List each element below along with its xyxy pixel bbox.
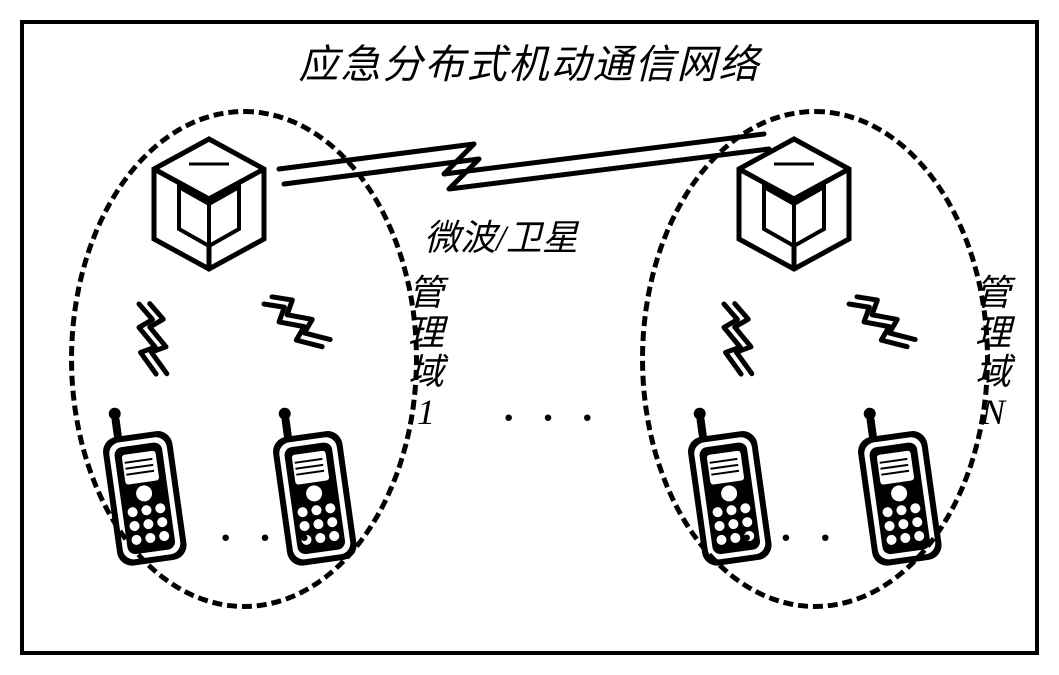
domain-n-label: 管理域N xyxy=(973,274,1013,432)
ellipsis-between-domains: · · · xyxy=(502,394,602,441)
domain-n-label-text: 管理域N xyxy=(975,273,1011,432)
outer-frame: 应急分布式机动通信网络 xyxy=(20,20,1039,655)
interdomain-link-label: 微波/卫星 xyxy=(424,209,578,261)
domain-1-label: 管理域1 xyxy=(406,274,446,432)
ellipsis-phones-2: · · · xyxy=(740,514,840,561)
domain-1-label-text: 管理域1 xyxy=(408,273,444,432)
ellipsis-phones-1: · · · xyxy=(219,514,319,561)
